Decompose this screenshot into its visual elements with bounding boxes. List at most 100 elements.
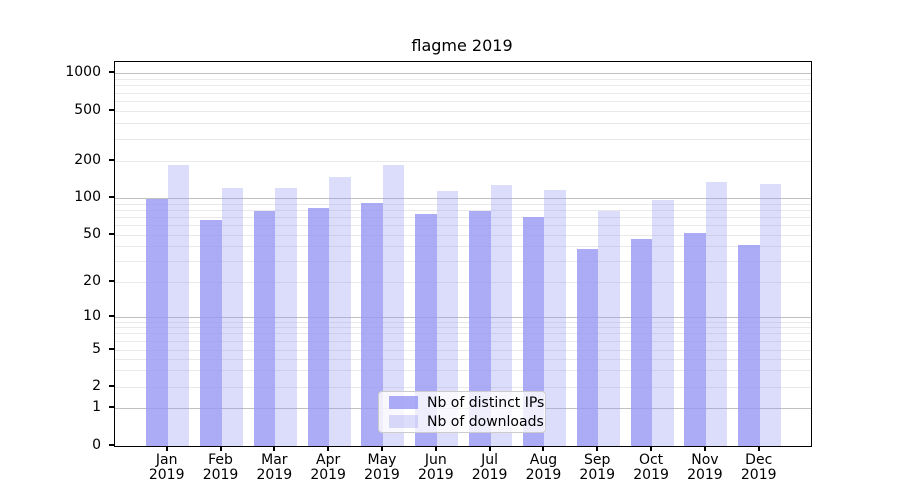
y-tick-label-2: 2 <box>92 378 101 394</box>
gridline-minor-30 <box>115 261 811 263</box>
y-tick-mark-0 <box>109 444 114 446</box>
x-tick-month: Nov <box>691 452 719 468</box>
bar-downloads-mar <box>275 188 297 446</box>
y-tick-label-200: 200 <box>74 151 101 168</box>
gridline-minor-400 <box>115 123 811 125</box>
y-tick-mark-500 <box>109 109 114 111</box>
x-tick-year: 2019 <box>633 467 669 483</box>
bar-downloads-jun <box>436 191 459 446</box>
x-tick-mark-jun <box>434 446 437 451</box>
x-tick-year: 2019 <box>579 467 616 483</box>
x-tick-year: 2019 <box>740 467 777 483</box>
bar-distinct-ips-may <box>361 203 383 446</box>
y-tick-mark-100 <box>109 196 114 198</box>
bar-distinct-ips-sep <box>576 249 599 446</box>
gridline-minor-50 <box>115 235 811 236</box>
bar-distinct-ips-jun <box>415 214 437 446</box>
x-tick-mark-jul <box>488 446 491 451</box>
x-tick-label-nov: Nov 2019 <box>670 453 740 483</box>
x-tick-month: Dec <box>745 452 773 468</box>
x-tick-mark-dec <box>757 446 760 451</box>
gridline-minor-700 <box>115 92 811 94</box>
y-tick-label-5: 5 <box>92 340 101 357</box>
gridline-minor-7 <box>115 333 811 335</box>
legend-swatch-downloads <box>389 415 418 428</box>
x-tick-mark-jan <box>165 446 168 451</box>
x-tick-label-aug: Aug 2019 <box>508 453 578 483</box>
legend-swatch-distinct-ips <box>389 396 418 409</box>
gridline-minor-60 <box>115 225 811 227</box>
y-tick-label-1000: 1000 <box>65 64 101 80</box>
x-tick-label-jul: Jul 2019 <box>455 453 525 483</box>
gridline-minor-4 <box>115 358 811 360</box>
legend-item-distinct-ips: Nb of distinct IPs <box>389 395 545 411</box>
y-tick-mark-1000 <box>109 71 114 73</box>
gridline-minor-600 <box>115 101 811 102</box>
x-tick-label-oct: Oct 2019 <box>616 453 686 483</box>
gridline-minor-900 <box>115 78 811 80</box>
x-tick-year: 2019 <box>202 467 239 483</box>
y-tick-label-0: 0 <box>92 437 101 453</box>
y-tick-mark-20 <box>109 280 114 282</box>
x-tick-year: 2019 <box>687 467 723 483</box>
x-tick-mark-oct <box>650 446 653 451</box>
gridline-minor-40 <box>115 246 811 248</box>
x-tick-year: 2019 <box>310 467 346 483</box>
x-tick-mark-sep <box>596 446 599 451</box>
x-tick-year: 2019 <box>525 467 562 483</box>
bar-downloads-sep <box>598 211 620 446</box>
bar-downloads-jan <box>167 164 190 446</box>
bar-downloads-dec <box>759 183 782 446</box>
x-tick-label-jun: Jun 2019 <box>401 453 471 483</box>
x-tick-year: 2019 <box>417 467 454 483</box>
bar-downloads-feb <box>221 187 244 446</box>
x-tick-label-sep: Sep 2019 <box>562 453 632 483</box>
x-tick-month: Oct <box>638 452 664 468</box>
x-tick-label-apr: Apr 2019 <box>293 453 363 483</box>
y-tick-label-1: 1 <box>92 399 101 415</box>
x-tick-month: Sep <box>584 452 611 468</box>
x-tick-mark-apr <box>327 446 330 451</box>
bar-downloads-aug <box>544 189 566 446</box>
x-tick-label-feb: Feb 2019 <box>186 453 256 483</box>
x-tick-month: May <box>367 452 397 468</box>
bar-distinct-ips-oct <box>630 239 653 446</box>
bar-distinct-ips-feb <box>200 220 222 446</box>
x-tick-label-jan: Jan 2019 <box>132 453 202 483</box>
x-tick-month: Apr <box>316 452 341 468</box>
gridline-minor-70 <box>115 217 811 219</box>
legend-label-distinct-ips: Nb of distinct IPs <box>427 394 545 411</box>
bar-downloads-may <box>382 164 405 446</box>
y-tick-label-500: 500 <box>74 102 101 118</box>
gridline-minor-300 <box>115 138 811 140</box>
gridline-minor-3 <box>115 370 811 372</box>
y-tick-label-10: 10 <box>83 307 101 324</box>
x-tick-mark-mar <box>273 446 276 451</box>
gridline-minor-800 <box>115 85 811 87</box>
gridline-minor-5 <box>115 349 811 351</box>
y-tick-mark-1 <box>109 406 114 408</box>
legend: Nb of distinct IPs Nb of downloads <box>378 391 546 433</box>
gridline-major-10 <box>115 316 811 318</box>
bar-distinct-ips-apr <box>307 207 330 446</box>
y-tick-mark-10 <box>109 314 114 317</box>
x-tick-month: Feb <box>208 452 233 468</box>
y-tick-label-20: 20 <box>83 273 101 289</box>
gridline-minor-20 <box>115 282 811 283</box>
x-tick-month: Aug <box>529 452 558 468</box>
bar-downloads-jul <box>490 184 513 446</box>
y-tick-mark-5 <box>109 347 114 350</box>
gridline-minor-2 <box>115 387 811 388</box>
x-tick-year: 2019 <box>148 467 185 483</box>
x-tick-year: 2019 <box>364 467 400 483</box>
x-tick-mark-nov <box>703 446 706 451</box>
gridline-major-1000 <box>115 73 811 74</box>
gridline-minor-200 <box>115 160 811 162</box>
y-tick-label-100: 100 <box>74 189 101 205</box>
bar-downloads-nov <box>705 181 728 446</box>
x-tick-month: Jun <box>424 452 447 468</box>
bar-distinct-ips-jan <box>146 199 168 446</box>
gridline-minor-6 <box>115 340 811 342</box>
gridline-major-100 <box>115 198 811 199</box>
